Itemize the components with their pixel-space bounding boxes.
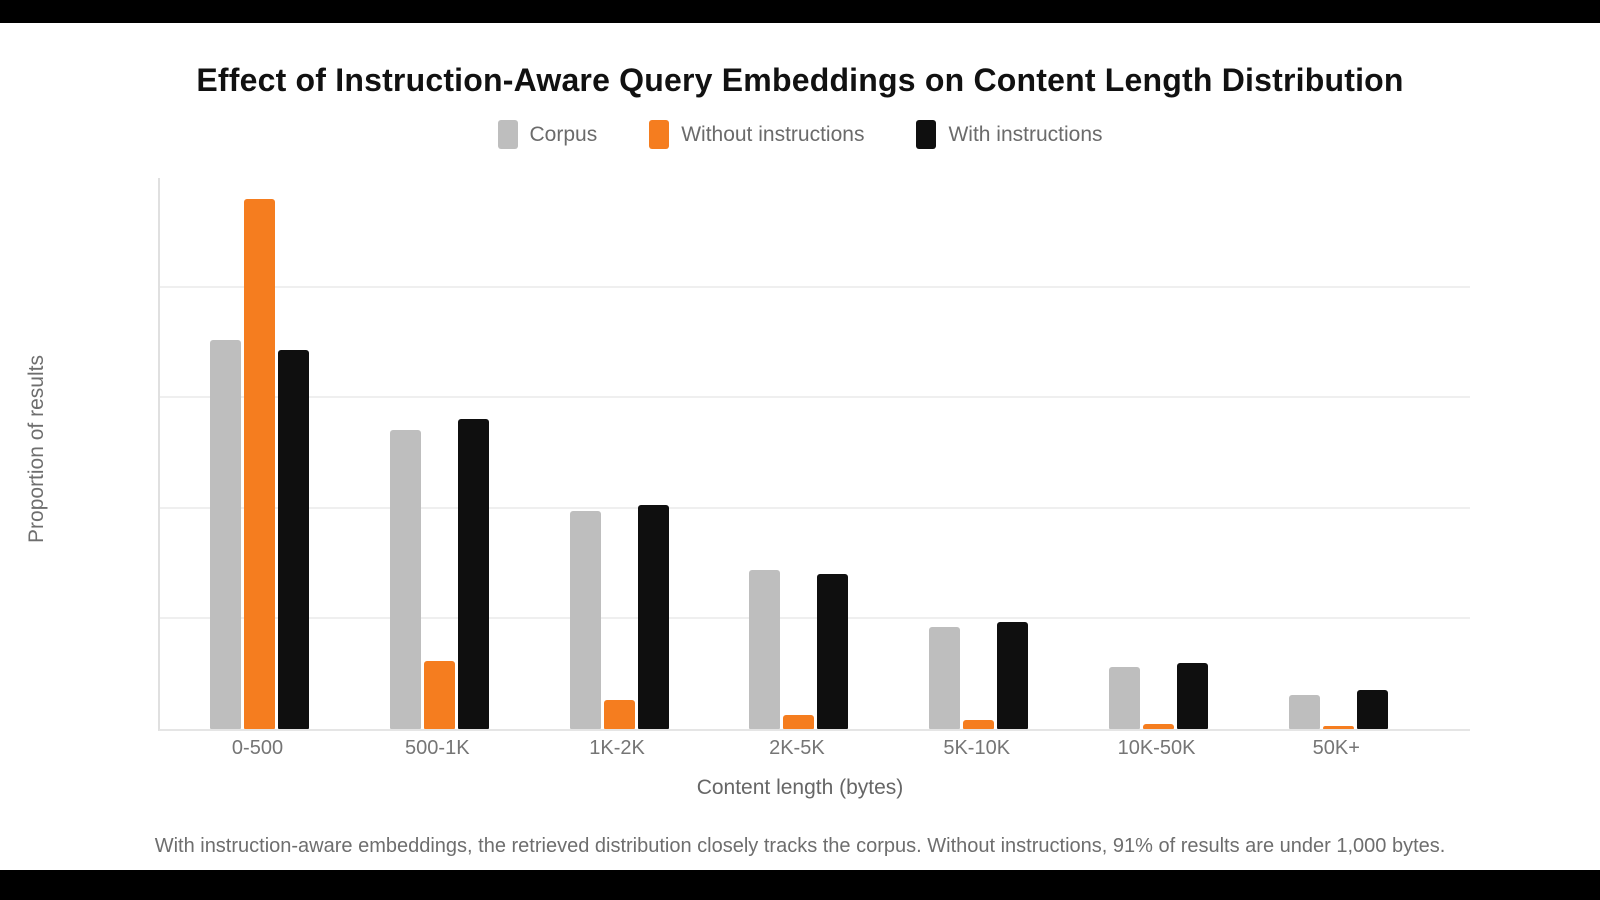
bottom-black-band <box>0 870 1600 900</box>
bar-group-5K-10K <box>929 178 1029 729</box>
x-tick-label-0-500: 0-500 <box>231 737 284 759</box>
x-tick-label-10K-50K: 10K-50K <box>1117 737 1196 759</box>
bar-without-instructions-0-500 <box>244 198 275 729</box>
x-tick-label-1K-2K: 1K-2K <box>589 737 645 759</box>
x-tick-label-5K-10K: 5K-10K <box>943 737 1011 759</box>
legend-swatch-corpus <box>497 120 518 149</box>
bar-corpus-2K-5K <box>749 570 781 729</box>
bar-corpus-1K-2K <box>569 510 601 729</box>
bar-group-10K-50K <box>1109 178 1208 729</box>
bar-corpus-50K+ <box>1288 694 1320 729</box>
x-tick-label-50K+: 50K+ <box>1312 737 1360 759</box>
y-axis-title: Proportion of results <box>25 355 48 543</box>
legend-label-without-instructions: Without instructions <box>681 122 865 146</box>
bar-group-2K-5K <box>749 178 849 729</box>
bar-with-instructions-5K-10K <box>997 622 1029 729</box>
x-tick-label-500-1K: 500-1K <box>405 737 470 759</box>
gridline <box>160 616 1470 619</box>
bar-with-instructions-500-1K <box>457 419 489 729</box>
legend: Corpus Without instructions With instruc… <box>0 120 1600 149</box>
x-axis-tick-labels: 0-500 500-1K 1K-2K 2K-5K 5K-10K 10K-50K 50K+ <box>158 737 1470 763</box>
bar-with-instructions-1K-2K <box>637 505 669 729</box>
gridline <box>160 286 1470 289</box>
bar-without-instructions-500-1K <box>423 660 455 729</box>
bar-with-instructions-0-500 <box>278 349 309 729</box>
chart-caption: With instruction-aware embeddings, the r… <box>154 835 1446 857</box>
x-tick-label-2K-5K: 2K-5K <box>769 737 825 759</box>
bar-corpus-10K-50K <box>1109 667 1140 729</box>
gridline <box>160 506 1470 509</box>
gridline <box>160 396 1470 399</box>
bar-without-instructions-5K-10K <box>963 720 995 729</box>
legend-item-without-instructions: Without instructions <box>649 120 864 149</box>
top-black-band <box>0 0 1600 23</box>
x-axis-title: Content length (bytes) <box>696 776 904 799</box>
bar-with-instructions-50K+ <box>1356 690 1388 729</box>
legend-label-with-instructions: With instructions <box>948 122 1103 146</box>
legend-item-with-instructions: With instructions <box>916 120 1103 149</box>
bar-without-instructions-1K-2K <box>603 700 635 729</box>
legend-label-corpus: Corpus <box>529 122 598 146</box>
bar-without-instructions-50K+ <box>1322 725 1354 729</box>
legend-item-corpus: Corpus <box>497 120 598 149</box>
chart-title: Effect of Instruction-Aware Query Embedd… <box>196 62 1404 98</box>
bar-corpus-5K-10K <box>929 626 961 729</box>
bar-group-1K-2K <box>569 178 669 729</box>
bar-with-instructions-10K-50K <box>1177 662 1208 729</box>
plot-area <box>158 178 1470 731</box>
bar-corpus-0-500 <box>210 340 241 729</box>
bar-group-0-500 <box>210 178 309 729</box>
legend-swatch-without-instructions <box>649 120 670 149</box>
bar-without-instructions-2K-5K <box>783 714 815 729</box>
bar-group-500-1K <box>389 178 489 729</box>
bar-without-instructions-10K-50K <box>1143 723 1174 729</box>
legend-swatch-with-instructions <box>916 120 937 149</box>
bar-group-50K+ <box>1288 178 1388 729</box>
bar-with-instructions-2K-5K <box>817 573 849 729</box>
bar-corpus-500-1K <box>389 430 421 729</box>
